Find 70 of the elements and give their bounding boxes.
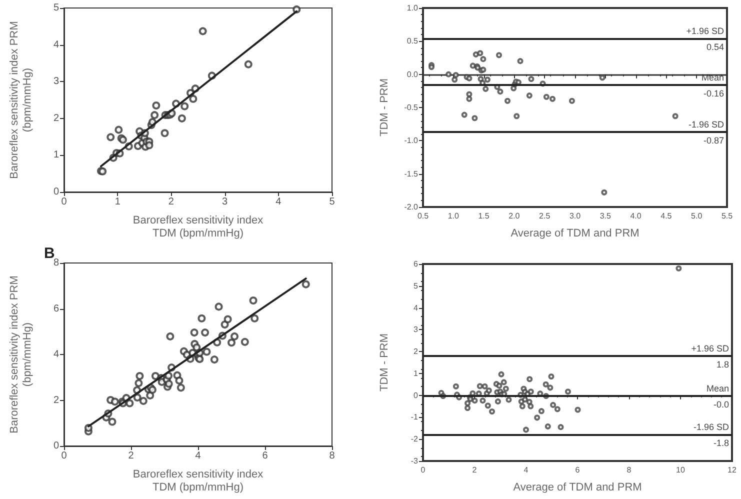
- y-tick-label: 1.0: [406, 4, 419, 12]
- x-tick-label: 2: [472, 466, 478, 474]
- y-tick-label: 4: [53, 39, 60, 50]
- y-tick-label: 0: [53, 440, 60, 452]
- x-tick-label: 10: [676, 466, 686, 474]
- x-tick-label: 3.0: [569, 212, 582, 220]
- x-axis-title: Baroreflex sensitivity index TDM (bpm/mmHg): [132, 468, 264, 494]
- x-tick-label: 8: [329, 450, 336, 462]
- y-tick-label: 6: [53, 303, 60, 314]
- x-tick-label: 1.5: [478, 212, 490, 220]
- ref-line-label: +1.96 SD 0.54: [686, 26, 724, 52]
- x-tick-label: 5.5: [721, 212, 734, 220]
- x-tick-label: 2.0: [508, 212, 520, 220]
- y-tick-label: -1.5: [404, 169, 419, 178]
- y-tick-label: 2: [53, 394, 60, 406]
- x-tick-label: 2: [168, 196, 174, 208]
- y-tick-label: -1: [410, 412, 419, 422]
- x-tick-label: 5.0: [691, 212, 703, 220]
- x-axis-title: Average of TDM and PRM: [510, 228, 640, 240]
- x-tick-label: 1.0: [448, 212, 460, 220]
- y-tick-label: 4: [414, 303, 419, 312]
- x-axis-title: Baroreflex sensitivity index TDM (bpm/mmHg): [132, 214, 264, 240]
- x-tick-label: 2.5: [539, 212, 551, 220]
- x-tick-label: 0: [61, 450, 68, 462]
- y-axis-title: Baroreflex sensitivity index PRM (bpm/mmHg): [8, 276, 34, 434]
- ref-line-label: +1.96 SD 1.8: [691, 343, 730, 370]
- y-axis-title: TDM - PRM: [378, 333, 390, 392]
- y-tick-label: 0: [414, 390, 419, 400]
- y-tick-label: 2: [53, 112, 60, 124]
- y-tick-label: 4: [53, 349, 60, 360]
- x-axis-title: Average of TDM and PRM: [513, 482, 642, 494]
- x-tick-label: 4: [195, 450, 202, 462]
- ref-line-label: -1.96 SD -1.8: [693, 422, 730, 448]
- x-tick-label: 0: [61, 196, 68, 208]
- y-tick-label: 0.5: [406, 36, 419, 46]
- ref-line-label: Mean -0.0: [706, 383, 729, 410]
- x-tick-label: 3.5: [600, 212, 612, 220]
- y-tick-label: 1: [53, 150, 60, 161]
- y-tick-label: -1.0: [404, 136, 419, 146]
- x-tick-label: 4: [524, 466, 529, 474]
- y-tick-label: -0.5: [404, 103, 419, 112]
- y-tick-label: 1: [414, 368, 419, 378]
- y-tick-label: 6: [414, 260, 419, 268]
- x-tick-label: 2: [128, 450, 134, 462]
- y-tick-label: 0: [53, 186, 60, 198]
- y-tick-label: -2: [410, 434, 419, 444]
- x-tick-label: 3: [222, 196, 228, 208]
- y-tick-label: 3: [414, 325, 419, 334]
- y-axis-title: TDM - PRM: [378, 78, 390, 137]
- x-tick-label: 12: [728, 466, 737, 474]
- y-axis-title: Baroreflex sensitivity index PRM (bpm/mmHg): [8, 21, 34, 179]
- x-tick-label: 6: [575, 466, 580, 474]
- y-tick-label: 5: [53, 2, 60, 14]
- x-tick-label: 4.5: [660, 212, 672, 220]
- y-tick-label: 0.0: [406, 70, 419, 79]
- text: B: [44, 245, 55, 262]
- x-tick-label: 6: [262, 450, 268, 462]
- y-tick-label: -3: [410, 456, 419, 466]
- x-tick-label: 0: [420, 466, 426, 474]
- x-tick-label: 4: [276, 196, 282, 208]
- y-tick-label: 8: [53, 258, 60, 268]
- x-tick-label: 8: [626, 466, 632, 474]
- ref-line-label: -1.96 SD -0.87: [688, 120, 724, 146]
- x-tick-label: 5: [329, 196, 336, 208]
- y-tick-label: 2: [414, 347, 419, 356]
- y-tick-label: 3: [53, 76, 60, 88]
- y-tick-label: -2.0: [404, 202, 419, 212]
- y-tick-label: 5: [414, 281, 419, 290]
- x-tick-label: 4.0: [630, 212, 642, 220]
- x-tick-label: 1: [114, 196, 121, 208]
